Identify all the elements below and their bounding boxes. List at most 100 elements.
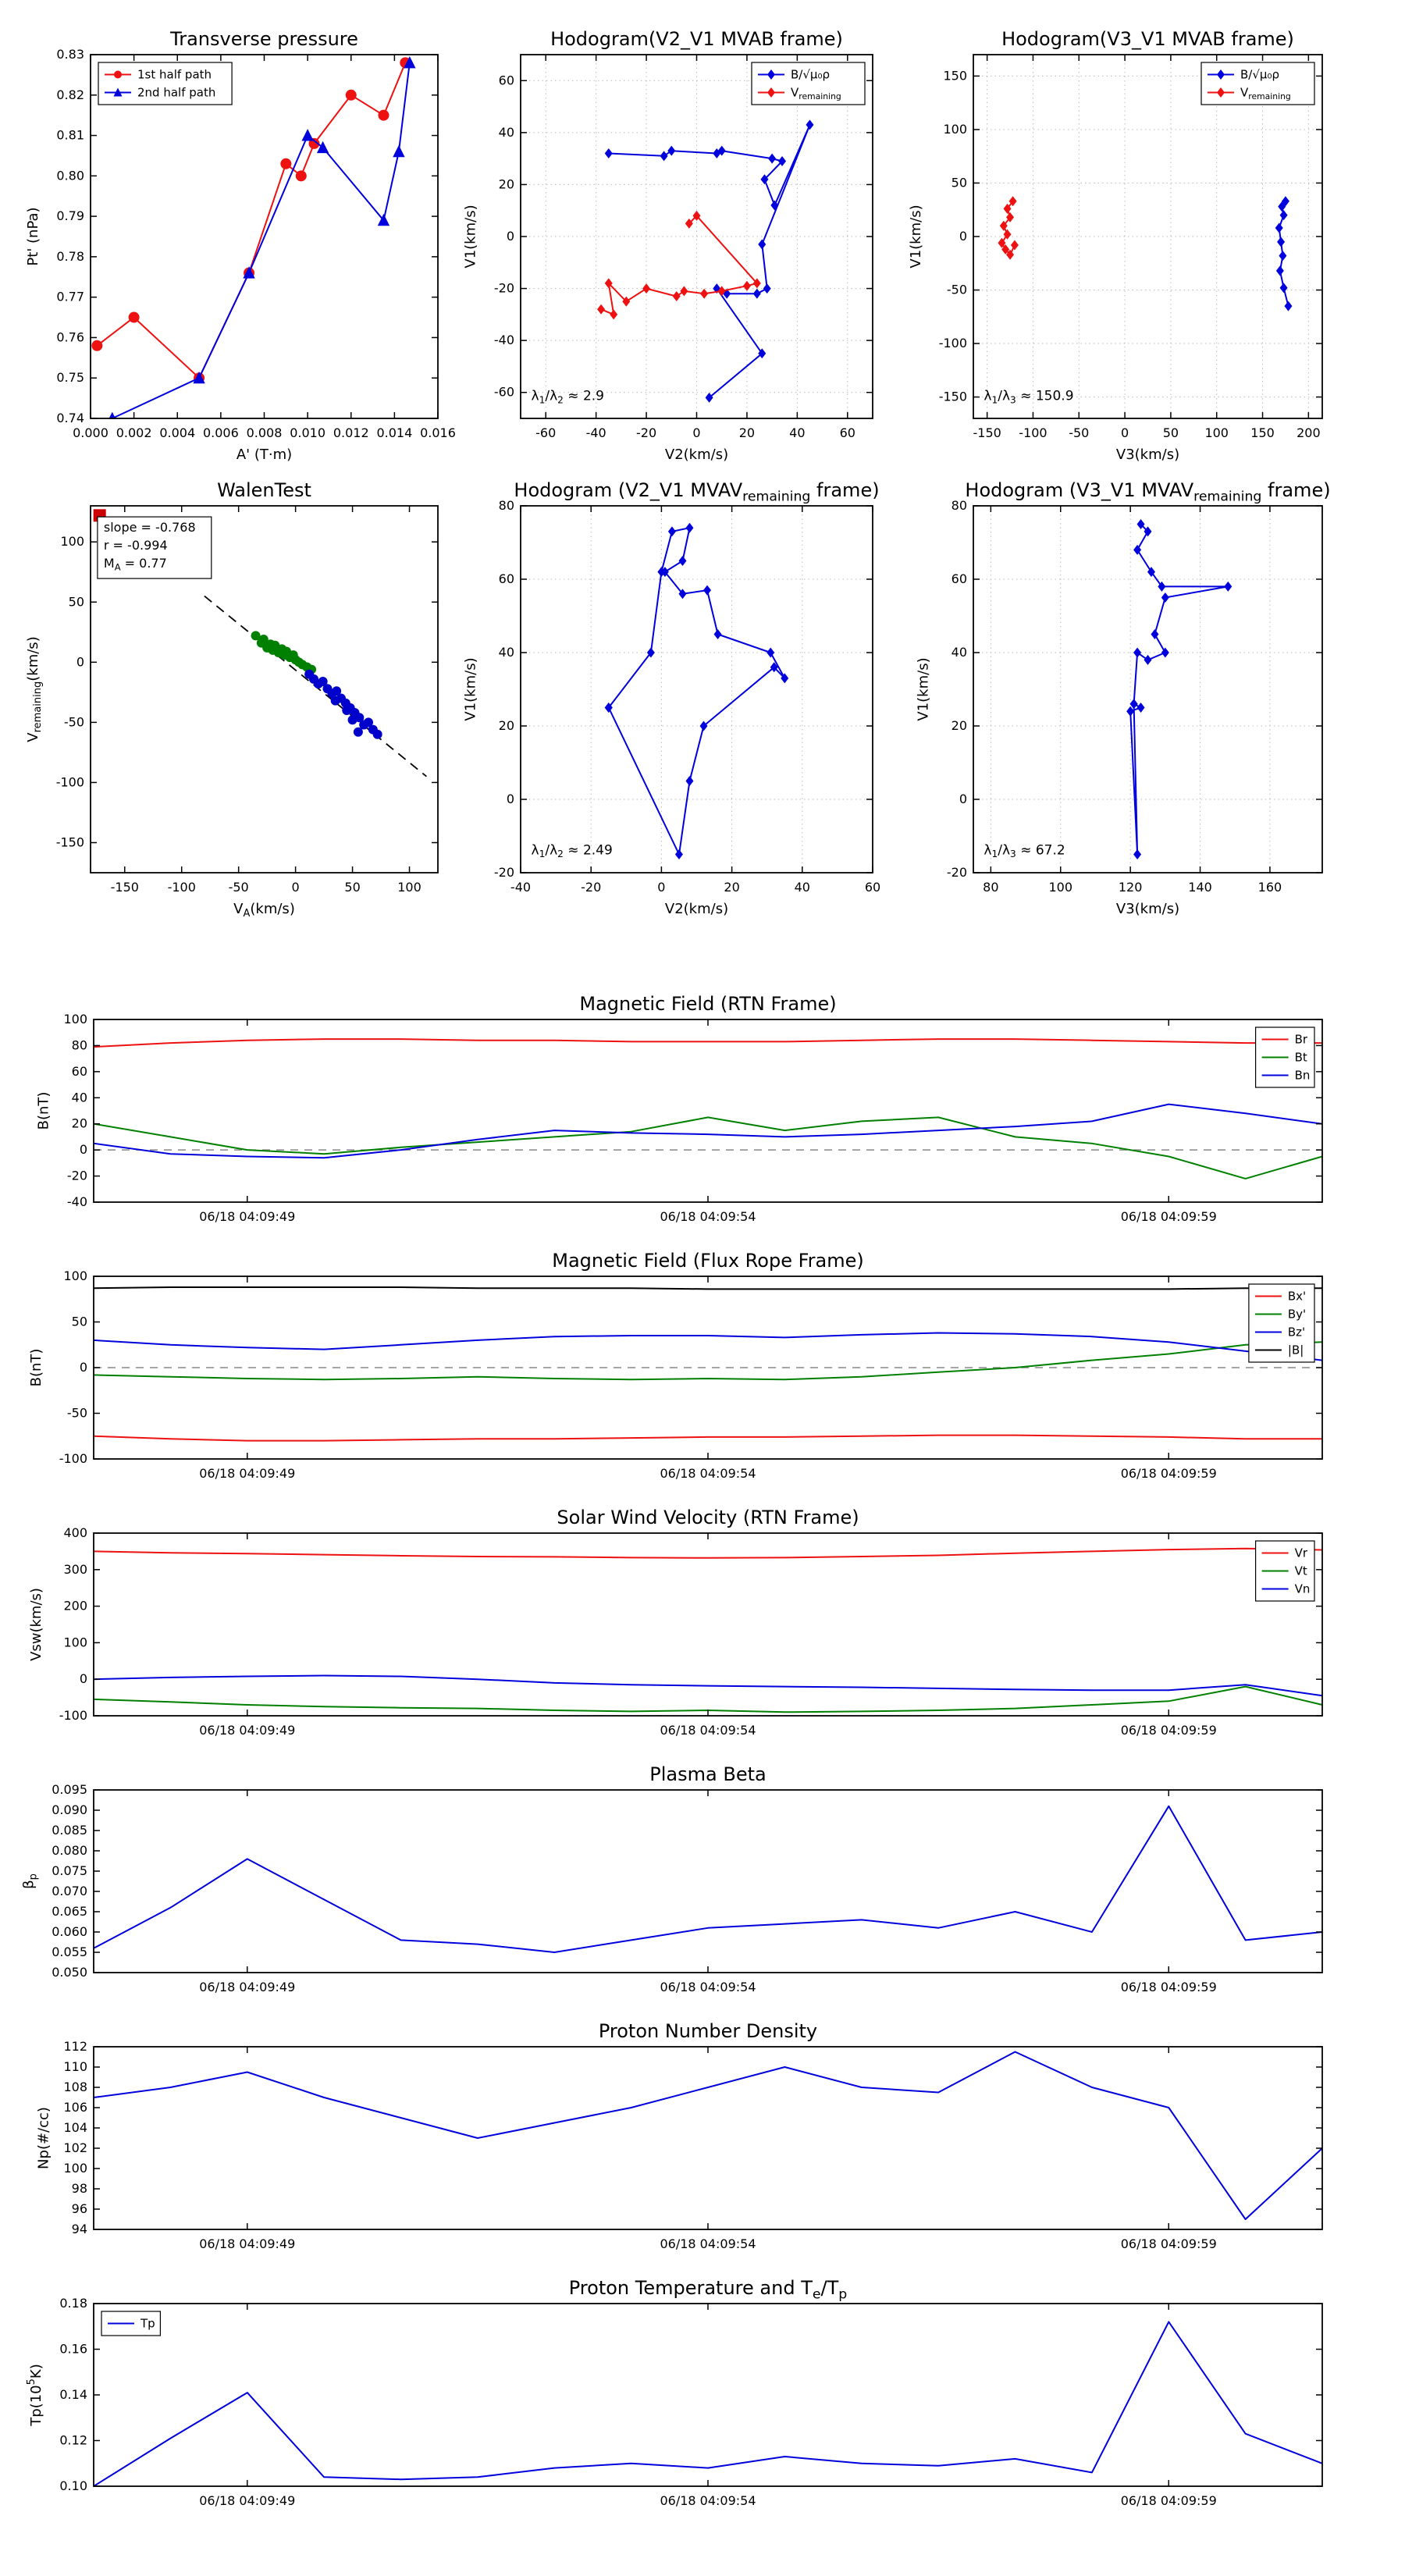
axes-frame bbox=[90, 505, 439, 873]
x-tick-label: 50 bbox=[1163, 425, 1179, 440]
y-tick-label: 0 bbox=[80, 1671, 87, 1686]
x-tick-label: -40 bbox=[586, 425, 606, 440]
chart-title: Solar Wind Velocity (RTN Frame) bbox=[557, 1507, 859, 1528]
y-tick-label: -40 bbox=[494, 333, 514, 347]
plot-background bbox=[94, 2047, 1322, 2229]
plot-area bbox=[93, 1805, 1323, 1953]
y-tick-label: 0.82 bbox=[56, 87, 84, 102]
y-tick-label: 40 bbox=[72, 1090, 87, 1105]
x-tick-label: 100 bbox=[397, 880, 422, 895]
y-tick-label: 200 bbox=[63, 1599, 87, 1614]
y-tick-label: 0.18 bbox=[59, 2296, 87, 2311]
y-tick-label: 112 bbox=[63, 2039, 87, 2054]
axis-ticks: 06/18 04:09:49 06/18 04:09:54 06/18 04:09:… bbox=[63, 2039, 1322, 2251]
chart-title: Hodogram (V2_V1 MVAVremaining frame) bbox=[514, 479, 879, 504]
x-axis-label: V3(km/s) bbox=[1116, 901, 1179, 917]
axis-ticks: 06/18 04:09:49 06/18 04:09:54 06/18 04:09:… bbox=[59, 2296, 1322, 2508]
chart-solar-wind-velocity: 06/18 04:09:49 06/18 04:09:54 06/18 04:09:… bbox=[28, 1507, 1323, 1738]
x-tick-label: 06/18 04:09:49 bbox=[199, 1466, 295, 1481]
legend-label: Vremaining bbox=[1240, 86, 1291, 101]
chart-title: Magnetic Field (RTN Frame) bbox=[579, 993, 836, 1015]
y-tick-label: 100 bbox=[63, 2161, 87, 2176]
x-tick-label: 06/18 04:09:49 bbox=[199, 1980, 295, 1994]
y-tick-label: 0.050 bbox=[52, 1965, 87, 1980]
x-tick-label: 0.000 bbox=[73, 425, 108, 440]
legend-label: Bz' bbox=[1288, 1325, 1305, 1340]
series-markers-series-0 bbox=[1126, 519, 1232, 859]
x-tick-label: 0 bbox=[657, 880, 665, 895]
plot-background bbox=[94, 1019, 1322, 1202]
y-tick-label: 0.070 bbox=[52, 1884, 87, 1898]
x-tick-label: -20 bbox=[636, 425, 656, 440]
y-tick-label: 110 bbox=[63, 2059, 87, 2074]
y-tick-label: 100 bbox=[60, 534, 84, 549]
y-tick-label: 400 bbox=[63, 1525, 87, 1540]
plot-area bbox=[93, 2321, 1323, 2487]
series-markers-B/√μ₀ρ bbox=[1275, 196, 1293, 311]
chart-title: Hodogram (V3_V1 MVAVremaining frame) bbox=[965, 479, 1330, 504]
x-tick-label: 06/18 04:09:59 bbox=[1121, 1209, 1217, 1224]
series-markers-Vremaining bbox=[998, 196, 1019, 260]
x-axis-label: A' (T·m) bbox=[237, 447, 292, 463]
plot-background bbox=[521, 506, 873, 873]
y-tick-label: 0.79 bbox=[56, 208, 84, 223]
y-tick-label: 0.060 bbox=[52, 1924, 87, 1939]
y-tick-label: 0 bbox=[80, 1360, 87, 1375]
x-tick-label: -50 bbox=[1069, 425, 1089, 440]
y-tick-label: 50 bbox=[72, 1315, 87, 1329]
series-line-Vr bbox=[93, 1547, 1323, 1559]
series-line-series-0 bbox=[93, 2051, 1323, 2220]
x-tick-label: 0.004 bbox=[159, 425, 195, 440]
y-tick-label: 0 bbox=[507, 792, 514, 806]
y-tick-label: 0.83 bbox=[56, 47, 84, 62]
annotation: λ1/λ2 ≈ 2.9 bbox=[532, 389, 604, 406]
y-tick-label: -50 bbox=[64, 714, 84, 729]
series-line-series-0 bbox=[1129, 523, 1229, 856]
axes-frame bbox=[973, 505, 1323, 873]
axes-frame bbox=[520, 505, 873, 873]
y-tick-label: 60 bbox=[72, 1064, 87, 1079]
plot-area bbox=[998, 196, 1293, 311]
x-tick-label: -60 bbox=[535, 425, 556, 440]
chart-title: Hodogram(V2_V1 MVAB frame) bbox=[550, 28, 843, 50]
y-axis-label: Vremaining(km/s) bbox=[25, 636, 44, 742]
legend: B/√μ₀ρ Vremaining bbox=[751, 62, 866, 105]
y-tick-label: 0.085 bbox=[52, 1823, 87, 1838]
y-tick-label: 100 bbox=[63, 1012, 87, 1026]
chart-hodogram-v3v1-mvab: -150 -100 -50 0 50 100 150 200 -150 -100 -50 0 50 100… bbox=[908, 28, 1323, 463]
x-tick-label: -100 bbox=[168, 880, 196, 895]
chart-title: Magnetic Field (Flux Rope Frame) bbox=[552, 1250, 863, 1272]
x-tick-label: 60 bbox=[865, 880, 880, 895]
y-tick-label: 40 bbox=[499, 645, 514, 660]
annotation-line: MA = 0.77 bbox=[104, 556, 167, 573]
series-line-Vn bbox=[93, 1674, 1323, 1697]
y-axis-label: Np(#/cc) bbox=[36, 2107, 52, 2169]
y-tick-label: 0.055 bbox=[52, 1944, 87, 1959]
annotation: λ1/λ3 ≈ 67.2 bbox=[984, 843, 1065, 860]
y-tick-label: 20 bbox=[72, 1116, 87, 1131]
legend-label: B/√μ₀ρ bbox=[1240, 68, 1279, 82]
y-tick-label: 104 bbox=[63, 2120, 87, 2135]
chart-magnetic-field-rtn: 06/18 04:09:49 06/18 04:09:54 06/18 04:09:… bbox=[36, 993, 1323, 1224]
plot-background bbox=[94, 1790, 1322, 1973]
chart-hodogram-v2v1-mvab: -60 -40 -20 0 20 40 60 -60 -40 -20 0 20 40 60 Hodogram… bbox=[463, 28, 873, 463]
plot-area bbox=[597, 119, 814, 403]
y-tick-label: 0 bbox=[959, 792, 967, 806]
x-tick-label: 06/18 04:09:54 bbox=[660, 1980, 756, 1994]
x-tick-label: 06/18 04:09:54 bbox=[660, 2493, 756, 2508]
x-tick-label: 0 bbox=[1121, 425, 1129, 440]
x-tick-label: -150 bbox=[973, 425, 1001, 440]
y-tick-label: -50 bbox=[67, 1406, 87, 1421]
y-tick-label: 0.74 bbox=[56, 411, 84, 425]
y-tick-label: -20 bbox=[947, 865, 967, 880]
x-tick-label: 06/18 04:09:59 bbox=[1121, 1723, 1217, 1738]
y-tick-label: 0 bbox=[507, 229, 514, 244]
axis-ticks: -150 -100 -50 0 50 100 -150 -100 -50 0 50 100 bbox=[56, 506, 438, 895]
x-tick-label: 06/18 04:09:54 bbox=[660, 1209, 756, 1224]
y-axis-label: V1(km/s) bbox=[463, 657, 479, 720]
axis-ticks: 06/18 04:09:49 06/18 04:09:54 06/18 04:09:… bbox=[63, 1012, 1322, 1224]
y-tick-label: 0.81 bbox=[56, 128, 84, 143]
legend-label: 2nd half path bbox=[137, 86, 215, 100]
x-axis-label: V3(km/s) bbox=[1116, 447, 1179, 463]
